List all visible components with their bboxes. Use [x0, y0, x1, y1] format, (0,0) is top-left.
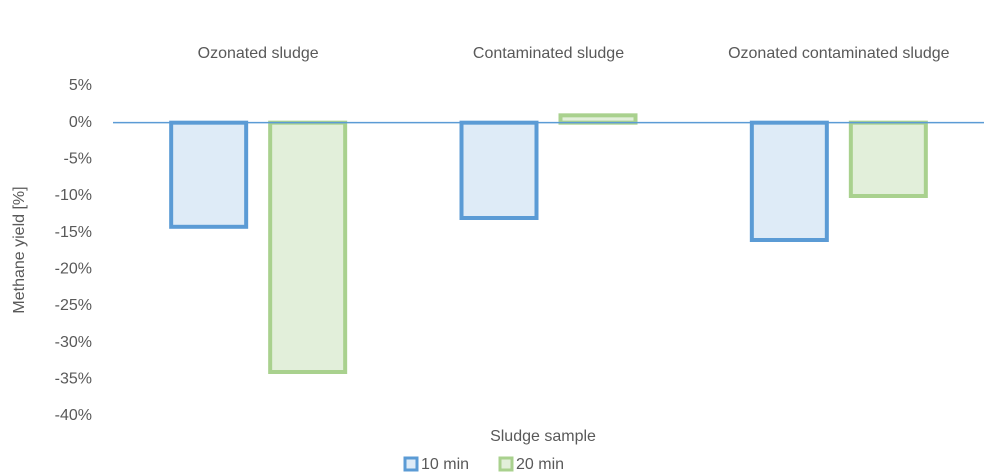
y-tick-label: 5%: [69, 77, 92, 94]
x-axis-title: Sludge sample: [490, 428, 596, 445]
y-tick-label: -15%: [55, 224, 92, 241]
legend-swatch: [498, 456, 514, 472]
bar: [749, 120, 829, 242]
y-tick-label: -5%: [64, 151, 92, 168]
bar: [459, 120, 539, 220]
bar: [558, 113, 638, 125]
y-tick-label: -40%: [55, 407, 92, 424]
legend-swatch: [403, 456, 419, 472]
y-tick-label: -20%: [55, 261, 92, 278]
y-tick-label: 0%: [69, 114, 92, 131]
category-label: Ozonated sludge: [197, 45, 319, 62]
y-tick-label: -30%: [55, 334, 92, 351]
legend-label: 10 min: [421, 456, 469, 473]
y-tick-label: -35%: [55, 371, 92, 388]
bar: [169, 120, 249, 229]
y-tick-label: -10%: [55, 187, 92, 204]
category-label: Contaminated sludge: [472, 45, 625, 62]
bar: [268, 120, 348, 374]
legend-label: 20 min: [516, 456, 564, 473]
y-axis-title: Methane yield [%]: [11, 186, 28, 313]
category-label: Ozonated contaminated sludge: [728, 45, 950, 62]
bar: [848, 120, 928, 198]
y-tick-label: -25%: [55, 297, 92, 314]
